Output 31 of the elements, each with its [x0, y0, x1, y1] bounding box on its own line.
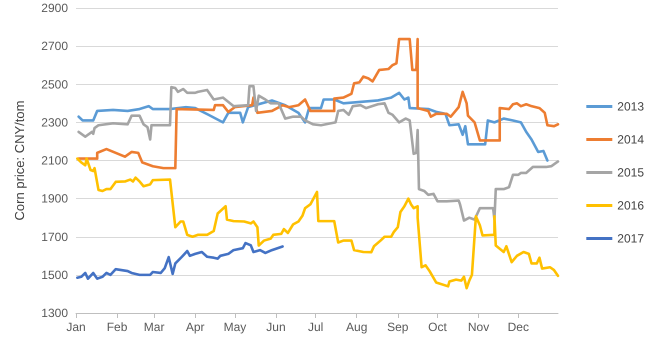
legend-label: 2017 [617, 232, 644, 246]
x-tick-label: May [224, 320, 246, 334]
y-tick-label: 2300 [41, 115, 68, 130]
y-tick-label: 1900 [41, 192, 68, 206]
legend-label: 2013 [617, 100, 644, 114]
y-tick-label: 2700 [41, 39, 68, 54]
y-tick-label: 2100 [41, 154, 68, 168]
x-tick-label: Feb [106, 320, 128, 334]
x-tick-label: Jul [308, 320, 324, 334]
x-tick-label: Nov [468, 320, 490, 334]
line-series [77, 84, 560, 222]
y-tick-label: 1300 [41, 306, 68, 320]
y-tick-label: 1700 [41, 230, 68, 244]
line-series [77, 38, 560, 170]
line-series [76, 242, 284, 280]
x-tick-label: Sep [387, 320, 409, 334]
legend-label: 2016 [617, 198, 644, 212]
y-tick-label: 1500 [41, 268, 68, 282]
line-series [76, 157, 560, 290]
y-axis-title: Corn price: CNY/tom [12, 100, 27, 220]
x-tick-label: Jun [266, 320, 286, 334]
x-tick-label: Oct [428, 320, 448, 334]
x-tick-label: Aug [346, 320, 368, 334]
y-tick-label: 2900 [41, 1, 68, 15]
x-tick-label: Dec [508, 320, 529, 334]
y-tick-label: 2500 [41, 77, 68, 92]
x-tick-label: Apr [186, 320, 205, 334]
x-tick-label: Jan [66, 320, 86, 334]
legend-label: 2014 [617, 132, 644, 146]
x-tick-label: Mar [144, 320, 164, 334]
legend-label: 2015 [617, 166, 644, 180]
